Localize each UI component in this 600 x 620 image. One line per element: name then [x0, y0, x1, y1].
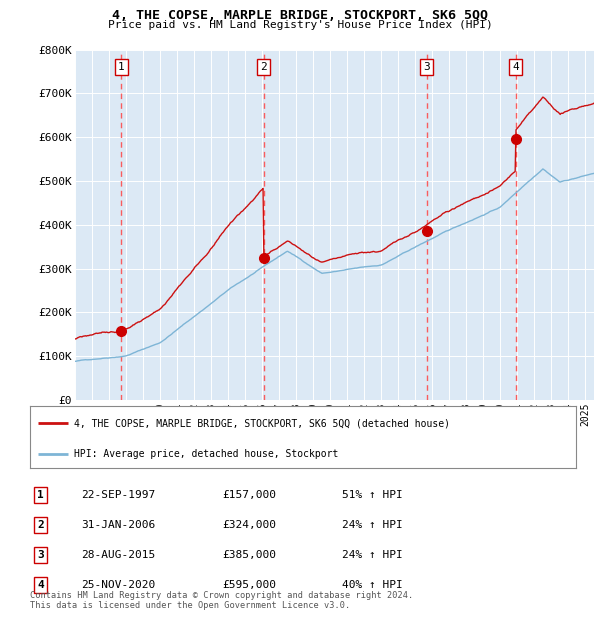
- Text: Price paid vs. HM Land Registry's House Price Index (HPI): Price paid vs. HM Land Registry's House …: [107, 20, 493, 30]
- Text: £595,000: £595,000: [222, 580, 276, 590]
- Text: HPI: Average price, detached house, Stockport: HPI: Average price, detached house, Stoc…: [74, 450, 338, 459]
- Text: 4: 4: [512, 62, 519, 72]
- Text: 28-AUG-2015: 28-AUG-2015: [81, 550, 155, 560]
- Text: 2: 2: [260, 62, 267, 72]
- Text: 40% ↑ HPI: 40% ↑ HPI: [342, 580, 403, 590]
- Text: 22-SEP-1997: 22-SEP-1997: [81, 490, 155, 500]
- Text: 3: 3: [423, 62, 430, 72]
- Text: 24% ↑ HPI: 24% ↑ HPI: [342, 550, 403, 560]
- Text: £324,000: £324,000: [222, 520, 276, 530]
- Text: 25-NOV-2020: 25-NOV-2020: [81, 580, 155, 590]
- Text: 4, THE COPSE, MARPLE BRIDGE, STOCKPORT, SK6 5QQ (detached house): 4, THE COPSE, MARPLE BRIDGE, STOCKPORT, …: [74, 418, 449, 428]
- Text: 51% ↑ HPI: 51% ↑ HPI: [342, 490, 403, 500]
- Text: 3: 3: [37, 550, 44, 560]
- Text: Contains HM Land Registry data © Crown copyright and database right 2024.: Contains HM Land Registry data © Crown c…: [30, 591, 413, 600]
- Text: 2: 2: [37, 520, 44, 530]
- Text: 4, THE COPSE, MARPLE BRIDGE, STOCKPORT, SK6 5QQ: 4, THE COPSE, MARPLE BRIDGE, STOCKPORT, …: [112, 9, 488, 22]
- Text: This data is licensed under the Open Government Licence v3.0.: This data is licensed under the Open Gov…: [30, 601, 350, 609]
- Text: 24% ↑ HPI: 24% ↑ HPI: [342, 520, 403, 530]
- Text: £385,000: £385,000: [222, 550, 276, 560]
- Text: 1: 1: [118, 62, 125, 72]
- Text: 1: 1: [37, 490, 44, 500]
- Text: 4: 4: [37, 580, 44, 590]
- Text: 31-JAN-2006: 31-JAN-2006: [81, 520, 155, 530]
- Text: £157,000: £157,000: [222, 490, 276, 500]
